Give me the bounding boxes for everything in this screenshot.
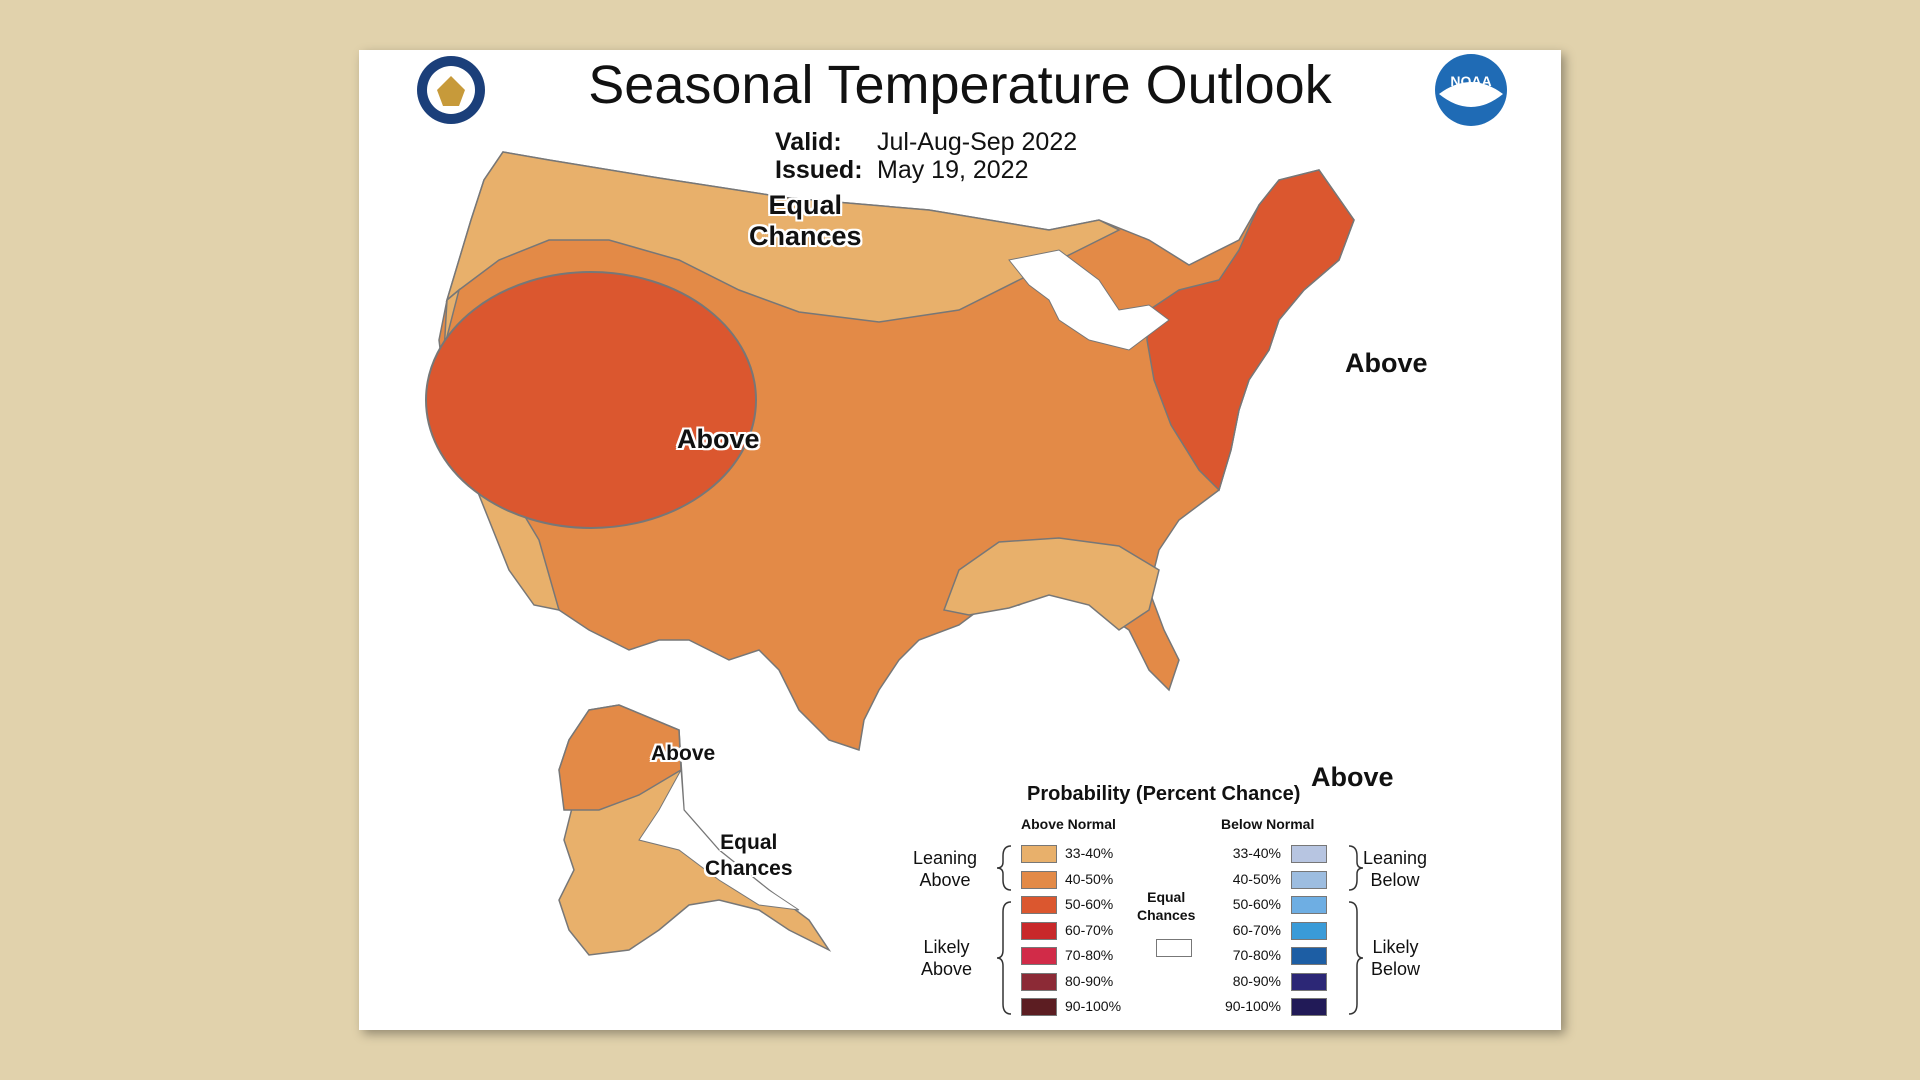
equal-chances-north-line1: Equal [768, 190, 843, 220]
likely-above-line1: Likely [923, 937, 970, 957]
legend-equal-line2: Chances [1137, 907, 1196, 923]
northeast-likely-above [1146, 169, 1355, 492]
leaning-above-line1: Leaning [913, 848, 978, 868]
valid-value: Jul-Aug-Sep 2022 [877, 128, 1078, 156]
valid-row: Valid: Jul-Aug-Sep 2022 [775, 128, 1077, 157]
legend-above-swatch [1021, 921, 1057, 940]
legend-above-header: Above Normal [1021, 816, 1116, 832]
leaning-above-line2: Above [919, 870, 971, 890]
legend-below-swatch [1291, 845, 1327, 863]
equal-chances-alaska-label: Equal Chances [705, 830, 793, 882]
legend-equal-line1: Equal [1147, 889, 1186, 905]
alaska-above-region [558, 704, 682, 811]
issued-row: Issued: May 19, 2022 [775, 156, 1029, 185]
alaska-equal-chances-region [638, 768, 800, 911]
legend-above-swatch [1021, 972, 1057, 991]
legend-equal-chances-swatch [1156, 939, 1192, 957]
legend-below-swatch [1291, 921, 1327, 940]
issued-label: Issued: [775, 156, 863, 184]
legend-below-swatch [1291, 896, 1327, 914]
page-title: Seasonal Temperature Outlook [588, 55, 1332, 115]
legend-below-swatch [1291, 972, 1327, 991]
legend-equal-chances-label: Equal Chances [1137, 888, 1195, 924]
likely-below-line1: Likely [1372, 937, 1419, 957]
legend-above-label: 50-60% [1065, 896, 1114, 912]
equal-chances-alaska-line2: Chances [705, 857, 793, 880]
leaning-below-label: Leaning Below [1363, 847, 1427, 891]
outlook-card: NOAA Seasonal Temperature Outlook Valid:… [359, 50, 1561, 1030]
likely-below-line2: Below [1371, 959, 1421, 979]
legend-below-header: Below Normal [1221, 816, 1315, 832]
southeast-lean-above [942, 537, 1160, 631]
legend-below-label: 40-50% [1232, 870, 1281, 887]
leaning-above-label: Leaning Above [913, 847, 977, 891]
likely-below-label: Likely Below [1371, 936, 1420, 980]
legend-above-label: 70-80% [1065, 947, 1114, 963]
leaning-below-line2: Below [1370, 870, 1420, 890]
northern-tier-lean-above [445, 151, 1121, 323]
legend-below-swatch [1291, 998, 1327, 1016]
equal-chances-north-label: Equal Chances [749, 190, 862, 252]
great-lakes [1008, 249, 1170, 351]
west-likely-above-oval [425, 271, 757, 529]
legend-title: Probability (Percent Chance) [1027, 783, 1301, 805]
legend-above-swatch [1021, 845, 1057, 863]
legend-below-swatch [1291, 870, 1327, 889]
likely-above-line2: Above [921, 959, 973, 979]
noaa-logo-text: NOAA [1450, 73, 1491, 89]
legend-above-swatch [1021, 998, 1057, 1016]
equal-chances-north-line2: Chances [749, 221, 862, 251]
legend-above-swatch [1021, 870, 1057, 889]
commerce-seal-icon [417, 56, 485, 124]
legend-below-swatch [1291, 947, 1327, 965]
legend-above-label: 40-50% [1065, 870, 1114, 887]
above-alaska-label: Above [651, 742, 716, 765]
legend-below-label: 60-70% [1232, 921, 1281, 938]
legend-above-swatch [1021, 947, 1057, 965]
legend-below-label: 80-90% [1232, 972, 1281, 989]
legend-above-swatch [1021, 896, 1057, 914]
equal-chances-alaska-line1: Equal [720, 831, 778, 854]
above-florida-label: Above [1311, 762, 1394, 792]
legend-below-label: 90-100% [1224, 998, 1281, 1014]
issued-value: May 19, 2022 [877, 156, 1029, 184]
legend-above-label: 60-70% [1065, 921, 1114, 938]
legend-above-label: 33-40% [1065, 845, 1114, 861]
valid-label: Valid: [775, 128, 842, 156]
legend-above-label: 90-100% [1065, 998, 1122, 1014]
map-graphic: NOAA [417, 54, 1507, 956]
legend-below-label: 50-60% [1232, 896, 1281, 912]
above-west-label: Above [677, 424, 760, 454]
legend-above-label: 80-90% [1065, 972, 1114, 989]
legend-below-label: 70-80% [1232, 947, 1281, 963]
above-northeast-label: Above [1345, 348, 1428, 378]
legend-below-label: 33-40% [1232, 845, 1281, 861]
likely-above-label: Likely Above [921, 936, 972, 980]
noaa-logo-icon: NOAA [1435, 54, 1507, 126]
leaning-below-line1: Leaning [1363, 848, 1428, 868]
